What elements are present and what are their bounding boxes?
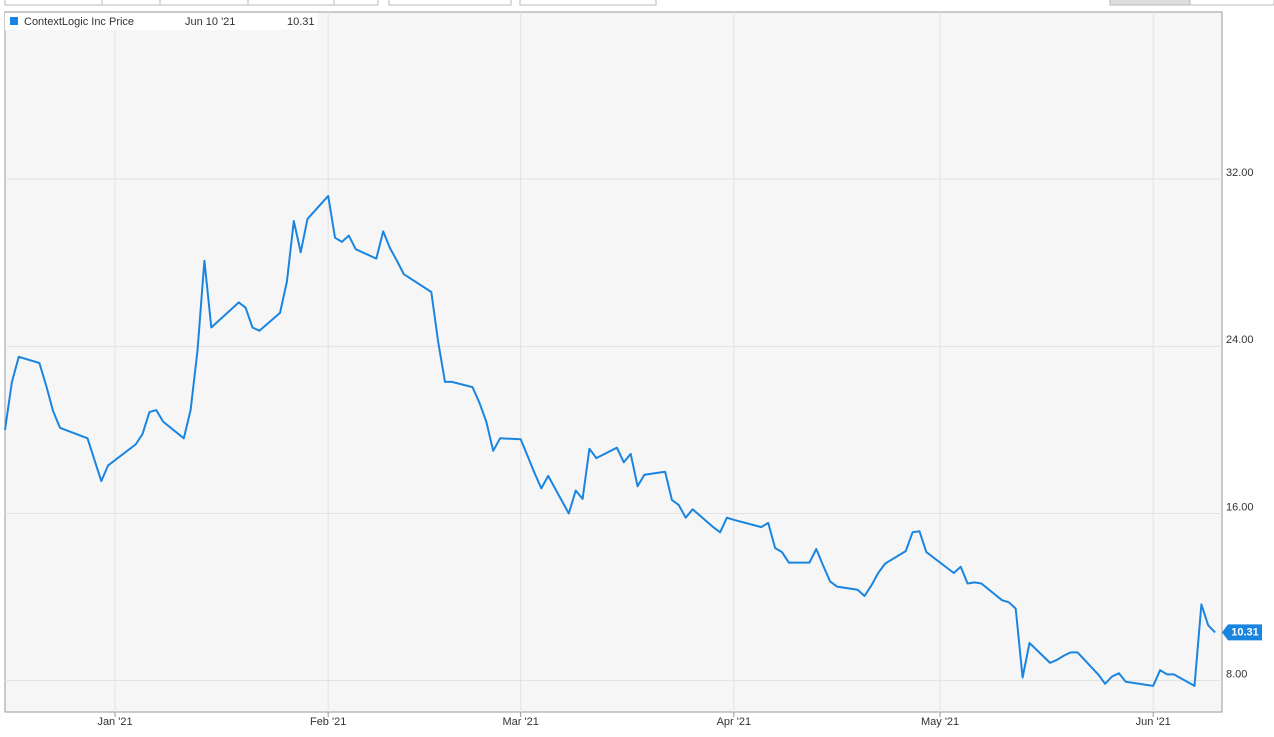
toolbar-button[interactable] — [1189, 0, 1274, 6]
x-tick-label: Mar '21 — [503, 716, 539, 728]
toolbar-button[interactable] — [247, 0, 335, 6]
last-price-flag — [1222, 624, 1262, 641]
toolbar-button[interactable] — [159, 0, 249, 6]
legend-bg — [5, 13, 317, 30]
toolbar-button[interactable] — [333, 0, 379, 6]
toolbar-button[interactable] — [4, 0, 103, 6]
last-price-label: 10.31 — [1231, 626, 1259, 638]
y-tick-label: 32.00 — [1226, 167, 1254, 179]
x-tick-label: May '21 — [921, 716, 959, 728]
legend-swatch — [10, 17, 18, 25]
legend: ContextLogic Inc Price Jun 10 '21 10.31 — [5, 13, 317, 30]
y-tick-label: 24.00 — [1226, 334, 1254, 346]
x-tick-label: Apr '21 — [717, 716, 752, 728]
toolbar-button[interactable] — [388, 0, 512, 6]
x-tick-label: Jan '21 — [97, 716, 132, 728]
toolbar-button[interactable] — [101, 0, 161, 6]
x-tick-label: Jun '21 — [1136, 716, 1171, 728]
toolbar — [4, 0, 1274, 6]
legend-value: 10.31 — [287, 16, 315, 28]
toolbar-button[interactable] — [1109, 0, 1191, 6]
legend-label: ContextLogic Inc Price — [24, 16, 134, 28]
plot-area — [4, 11, 1223, 713]
toolbar-button[interactable] — [519, 0, 657, 6]
y-tick-label: 8.00 — [1226, 669, 1247, 681]
price-line — [4, 194, 1216, 687]
y-tick-label: 16.00 — [1226, 501, 1254, 513]
x-tick-label: Feb '21 — [310, 716, 346, 728]
legend-date: Jun 10 '21 — [185, 16, 235, 28]
